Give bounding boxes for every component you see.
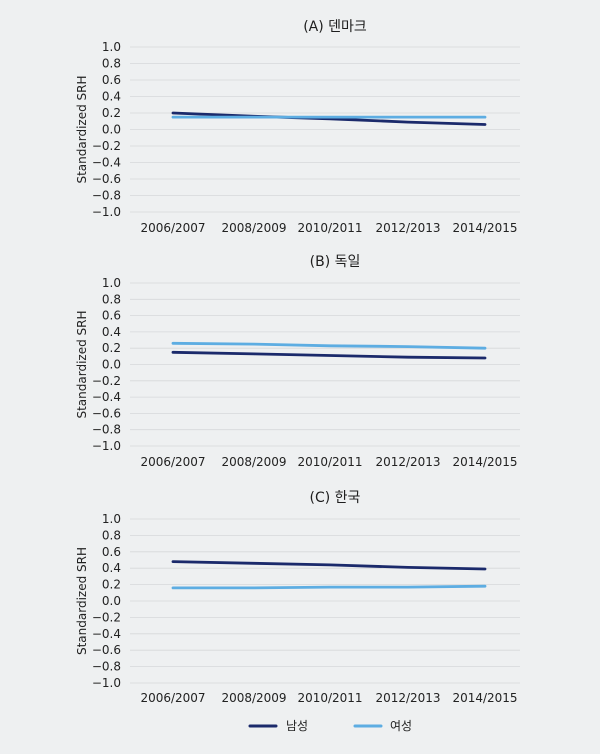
x-tick-label: 2006/2007 bbox=[140, 221, 205, 235]
x-tick-label: 2012/2013 bbox=[375, 691, 440, 705]
y-tick-label: −0.2 bbox=[92, 610, 121, 624]
y-tick-label: 0.4 bbox=[102, 325, 121, 339]
x-tick-label: 2006/2007 bbox=[140, 455, 205, 469]
y-tick-label: −0.2 bbox=[92, 374, 121, 388]
x-tick-label: 2010/2011 bbox=[297, 691, 362, 705]
y-tick-label: −0.8 bbox=[92, 189, 121, 203]
chart-title: (C) 한국 bbox=[310, 490, 361, 506]
y-tick-label: 0.8 bbox=[102, 528, 121, 542]
y-tick-label: 0.0 bbox=[102, 594, 121, 608]
y-tick-label: −0.4 bbox=[92, 627, 121, 641]
y-axis-label: Standardized SRH bbox=[75, 310, 89, 418]
legend: 남성 여성 bbox=[248, 719, 412, 733]
x-tick-label: 2012/2013 bbox=[375, 455, 440, 469]
x-tick-label: 2008/2009 bbox=[221, 455, 286, 469]
y-tick-label: 0.4 bbox=[102, 90, 121, 104]
series-line-male bbox=[171, 111, 487, 126]
y-tick-label: −0.2 bbox=[92, 139, 121, 153]
series-line-female bbox=[171, 584, 487, 590]
legend-label: 여성 bbox=[390, 719, 412, 733]
x-tick-label: 2008/2009 bbox=[221, 221, 286, 235]
y-tick-label: 0.6 bbox=[102, 545, 121, 559]
y-tick-label: 1.0 bbox=[102, 276, 121, 290]
y-tick-label: 0.2 bbox=[102, 578, 121, 592]
y-axis-label: Standardized SRH bbox=[75, 75, 89, 183]
y-tick-label: 0.6 bbox=[102, 309, 121, 323]
y-tick-label: 1.0 bbox=[102, 512, 121, 526]
y-tick-label: −0.6 bbox=[92, 406, 121, 420]
y-axis-label: Standardized SRH bbox=[75, 547, 89, 655]
x-tick-label: 2012/2013 bbox=[375, 221, 440, 235]
y-tick-label: −1.0 bbox=[92, 676, 121, 690]
y-tick-label: −0.4 bbox=[92, 156, 121, 170]
series-line-male bbox=[171, 350, 487, 360]
y-tick-label: 0.6 bbox=[102, 73, 121, 87]
y-tick-label: 0.2 bbox=[102, 341, 121, 355]
chart-title: (B) 독일 bbox=[310, 254, 361, 270]
x-tick-label: 2014/2015 bbox=[452, 691, 517, 705]
y-tick-label: 0.4 bbox=[102, 561, 121, 575]
y-tick-label: 0.8 bbox=[102, 57, 121, 71]
y-tick-label: 0.0 bbox=[102, 123, 121, 137]
x-tick-label: 2014/2015 bbox=[452, 221, 517, 235]
legend-label: 남성 bbox=[286, 719, 308, 733]
chart-panel-2: (B) 독일 1.0 0.8 0.6 0.4 0.2 0.0 −0.2 −0.4 −0.6 −0.8… bbox=[75, 254, 520, 469]
series-line-male bbox=[171, 560, 487, 571]
y-tick-label: −0.6 bbox=[92, 172, 121, 186]
y-tick-label: −0.6 bbox=[92, 643, 121, 657]
y-tick-label: 0.8 bbox=[102, 292, 121, 306]
chart-panel-1: (A) 덴마크 1.0 0.8 0.6 0.4 0.2 0.0 −0.2 −0.4 −0.6 −0.… bbox=[75, 19, 520, 235]
y-tick-label: −0.8 bbox=[92, 660, 121, 674]
x-tick-label: 2010/2011 bbox=[297, 455, 362, 469]
chart-title: (A) 덴마크 bbox=[303, 19, 367, 35]
y-tick-label: −1.0 bbox=[92, 205, 121, 219]
y-tick-label: 1.0 bbox=[102, 40, 121, 54]
x-tick-label: 2014/2015 bbox=[452, 455, 517, 469]
y-tick-label: −0.4 bbox=[92, 390, 121, 404]
x-tick-label: 2010/2011 bbox=[297, 221, 362, 235]
y-tick-label: 0.2 bbox=[102, 106, 121, 120]
chart-panel-3: (C) 한국 1.0 0.8 0.6 0.4 0.2 0.0 −0.2 −0.4 −0.6 −0.8… bbox=[75, 490, 520, 705]
x-tick-label: 2006/2007 bbox=[140, 691, 205, 705]
y-tick-label: −0.8 bbox=[92, 423, 121, 437]
series-line-female bbox=[171, 341, 487, 350]
y-tick-label: 0.0 bbox=[102, 358, 121, 372]
x-tick-label: 2008/2009 bbox=[221, 691, 286, 705]
y-tick-label: −1.0 bbox=[92, 439, 121, 453]
